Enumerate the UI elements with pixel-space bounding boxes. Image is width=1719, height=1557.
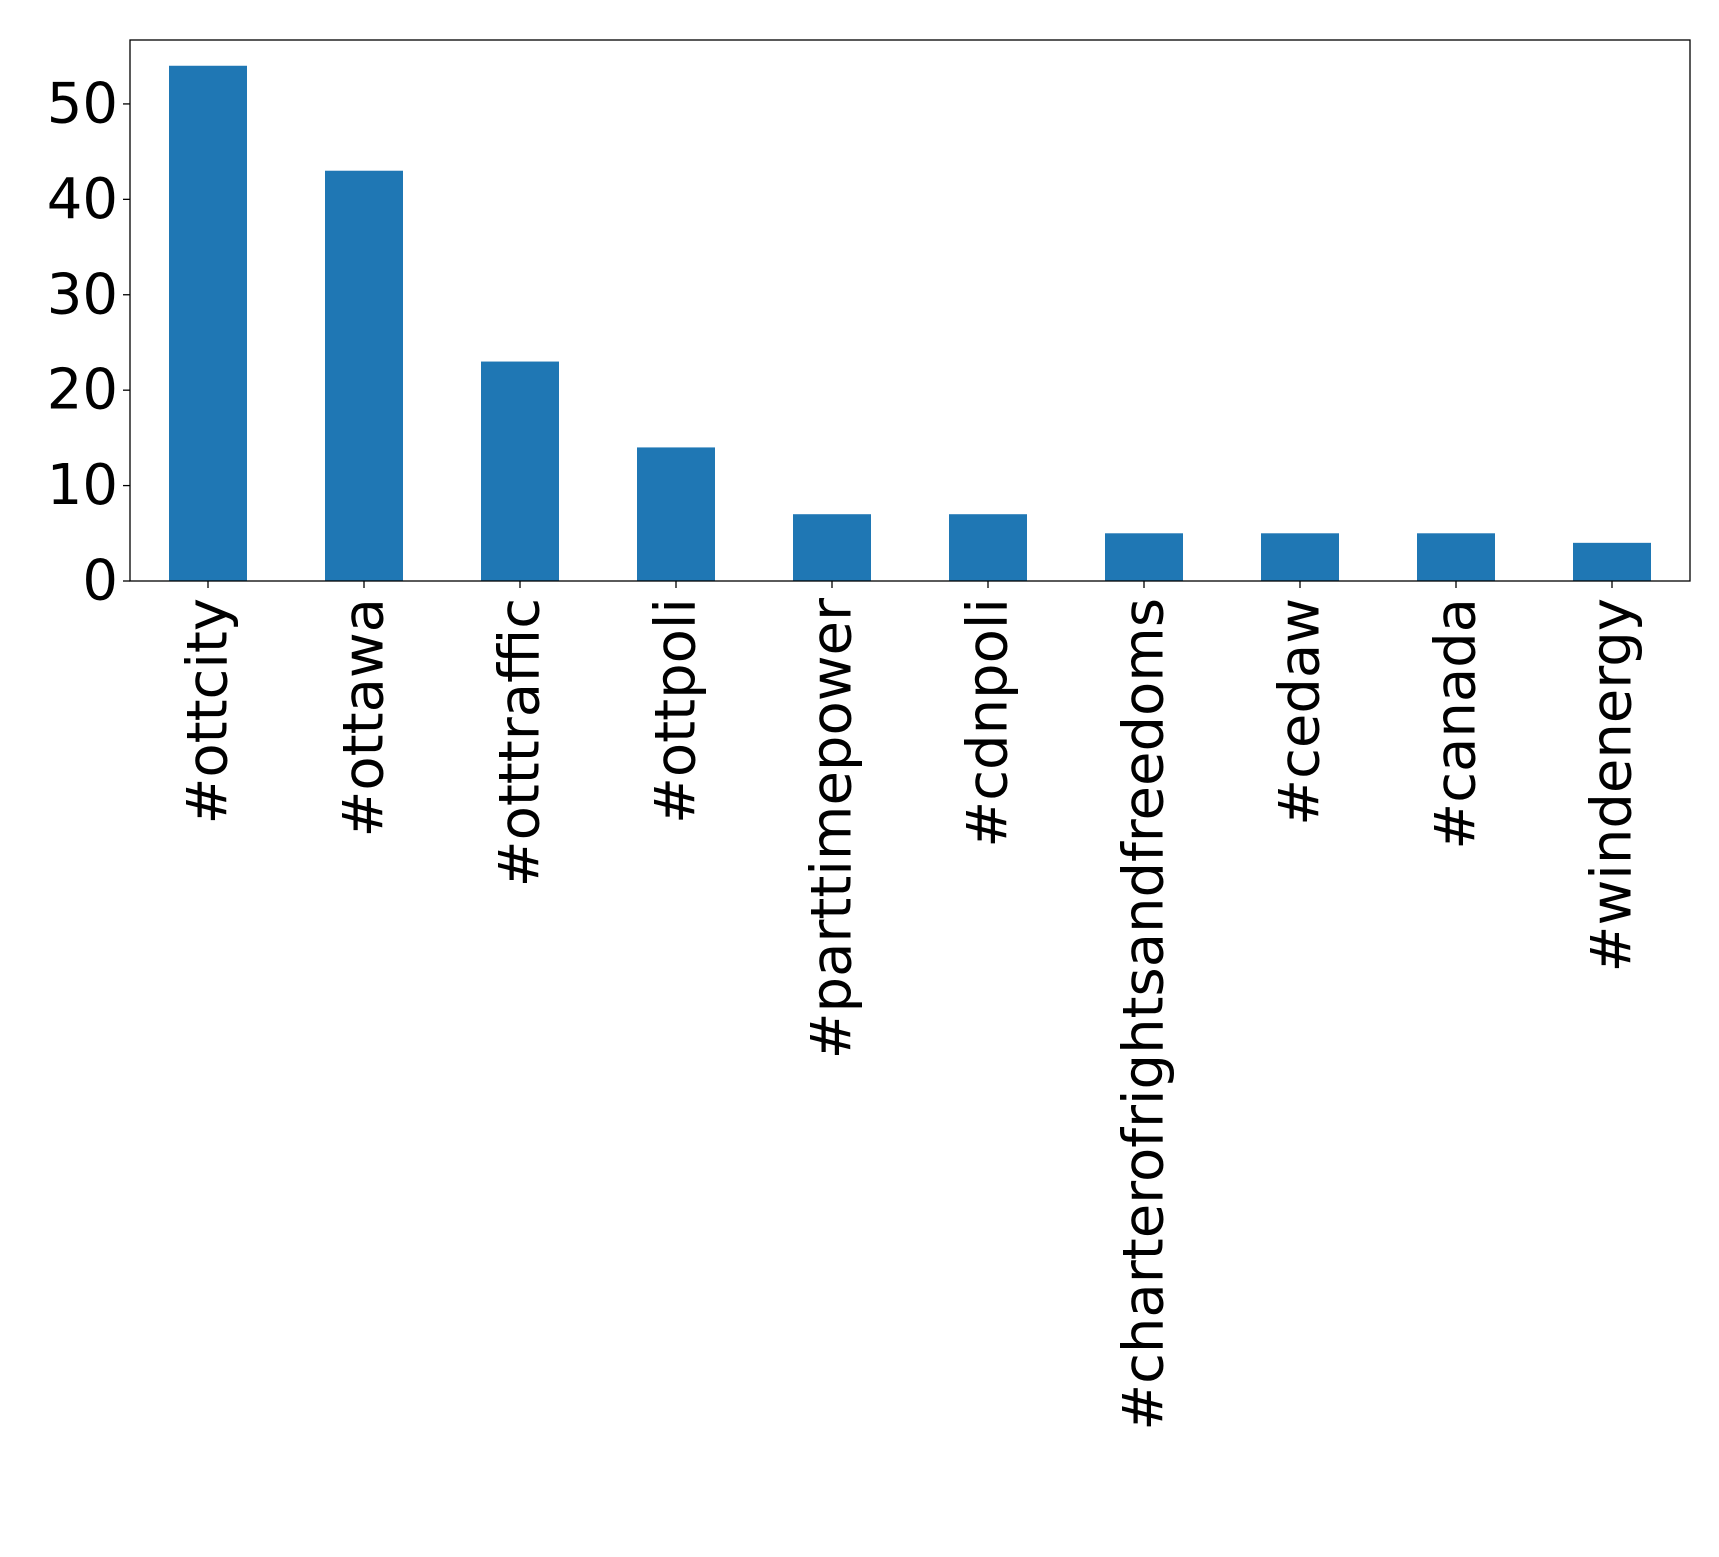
- bar-parttimepower: [793, 514, 871, 581]
- y-tick-label: 30: [47, 262, 118, 327]
- bar-ottpoli: [637, 447, 715, 581]
- x-tick-label: #charterofrightsandfreedoms: [1112, 598, 1177, 1431]
- bar-cdnpoli: [949, 514, 1027, 581]
- y-tick-label: 10: [47, 453, 118, 518]
- y-axis: 0 10 20 30 40 50: [47, 71, 130, 614]
- x-tick-label: #canada: [1424, 598, 1489, 850]
- bar-charterofrightsandfreedoms: [1105, 533, 1183, 581]
- x-tick-label: #cdnpoli: [956, 598, 1021, 848]
- bar-canada: [1417, 533, 1495, 581]
- x-tick-label: #windenergy: [1580, 598, 1645, 972]
- bar-ottawa: [325, 170, 403, 581]
- bar-otttraffic: [481, 361, 559, 581]
- bar-windenergy: [1573, 542, 1651, 581]
- bars-group: [169, 65, 1651, 581]
- y-tick-label: 20: [47, 358, 118, 423]
- x-tick-label: #parttimepower: [800, 597, 865, 1059]
- bar-ottcity: [169, 65, 247, 581]
- x-tick-label: #cedaw: [1268, 598, 1333, 826]
- x-tick-label: #ottcity: [176, 598, 241, 825]
- bar-cedaw: [1261, 533, 1339, 581]
- y-tick-label: 0: [82, 549, 118, 614]
- x-tick-label: #ottawa: [332, 598, 397, 838]
- x-tick-label: #otttraffic: [488, 598, 553, 887]
- x-axis: #ottcity #ottawa #otttraffic #ottpoli #partt…: [176, 581, 1645, 1431]
- x-tick-label: #ottpoli: [644, 598, 709, 824]
- plot-frame: [129, 39, 1691, 582]
- y-tick-label: 50: [47, 71, 118, 136]
- y-tick-label: 40: [47, 167, 118, 232]
